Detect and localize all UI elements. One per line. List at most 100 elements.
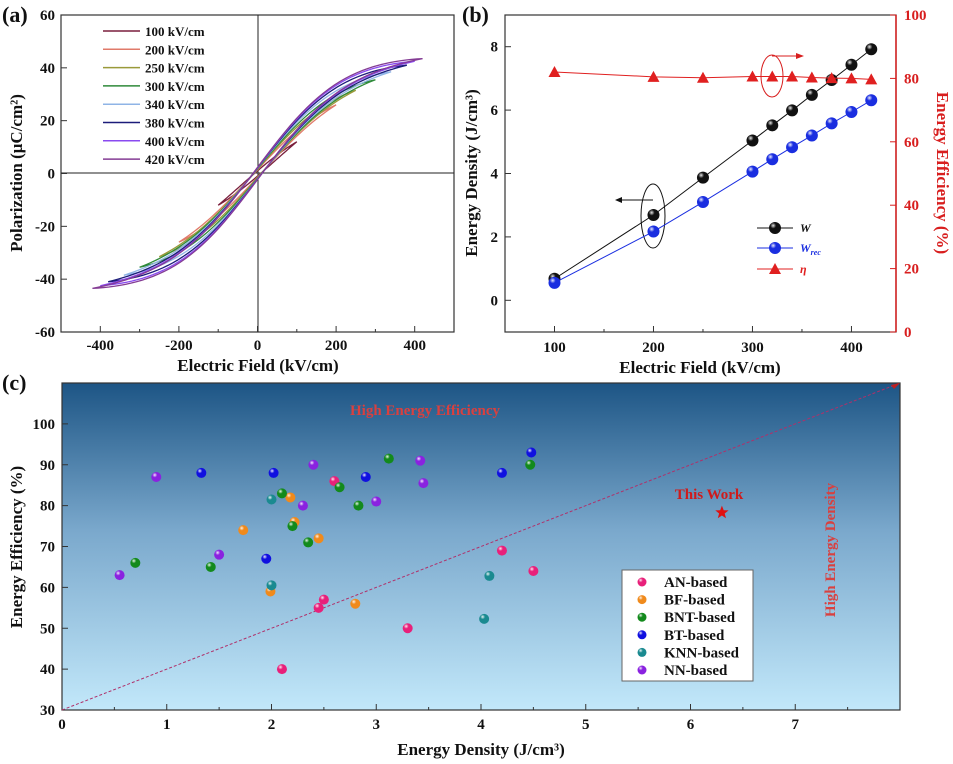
- data-point-0-highlight: [696, 171, 709, 184]
- legend-label-knn-based: KNN-based: [664, 645, 740, 661]
- legend-label-main: η: [800, 262, 807, 276]
- legend-label-bf-based: BF-based: [664, 593, 726, 609]
- annotation-this-work: This Work: [675, 487, 744, 503]
- right-y-tick-label: 100: [904, 8, 927, 24]
- y-tick-label: 50: [40, 621, 55, 637]
- scatter-point-highlight: [268, 467, 279, 478]
- arrow-left-head: [615, 197, 622, 203]
- y-tick-label: 40: [40, 61, 55, 77]
- legend-label-main: W: [800, 221, 812, 235]
- legend-marker-highlight: [637, 665, 647, 675]
- pe-loop-200: [178, 104, 337, 243]
- data-point-1-highlight: [696, 196, 709, 209]
- data-point-1-highlight: [548, 276, 561, 289]
- legend-label-nn-based: NN-based: [664, 663, 728, 679]
- pe-loop-380: [107, 64, 408, 283]
- pe-loop-340: [123, 71, 392, 276]
- arrow-right-head: [796, 53, 804, 59]
- scatter-point-highlight: [313, 533, 324, 544]
- data-point-1-highlight: [786, 141, 799, 154]
- y-tick-label: -40: [35, 272, 55, 288]
- data-point-2: [696, 71, 709, 83]
- scatter-point-highlight: [402, 623, 413, 634]
- annotation-high-efficiency: High Energy Efficiency: [350, 403, 500, 419]
- scatter-point-highlight: [353, 500, 364, 511]
- legend-marker-0-highlight: [769, 222, 781, 234]
- y-tick-label: 2: [491, 230, 499, 246]
- legend-label-300: 300 kV/cm: [145, 79, 205, 94]
- scatter-point-highlight: [334, 482, 345, 493]
- series-line-0: [554, 48, 872, 280]
- scatter-point-highlight: [287, 521, 298, 532]
- y-tick-label: 4: [491, 167, 499, 183]
- scatter-point-highlight: [205, 561, 216, 572]
- ellipse-marker-left: [640, 183, 666, 249]
- scatter-point-highlight: [130, 557, 141, 568]
- y-tick-label: 20: [40, 114, 55, 130]
- x-tick-label: 1: [163, 717, 171, 733]
- scatter-point-highlight: [196, 467, 207, 478]
- legend-label-sub: rec: [811, 248, 822, 257]
- this-work-star-icon: [715, 505, 729, 519]
- scatter-point-highlight: [266, 494, 277, 505]
- x-tick-label: 7: [792, 717, 800, 733]
- x-tick-label: 3: [373, 717, 381, 733]
- legend-box: [621, 569, 754, 682]
- y-tick-label: 30: [40, 703, 55, 719]
- data-point-2: [825, 72, 838, 84]
- scatter-point-highlight: [525, 459, 536, 470]
- pe-loop-100: [217, 141, 298, 206]
- scatter-point-highlight: [313, 602, 324, 613]
- panel-label-c: (c): [2, 370, 26, 395]
- panel-label-b: (b): [462, 2, 489, 27]
- data-point-2: [766, 70, 779, 82]
- scatter-point-highlight: [276, 488, 287, 499]
- right-y-tick-label: 0: [904, 325, 912, 341]
- scatter-point-highlight: [350, 598, 361, 609]
- scatter-point-highlight: [528, 566, 539, 577]
- legend-label-200: 200 kV/cm: [145, 42, 205, 57]
- data-point-0-highlight: [845, 58, 858, 71]
- y-tick-label: 60: [40, 8, 55, 24]
- x-tick-label: 400: [840, 340, 863, 356]
- legend-label-0: W: [800, 221, 812, 235]
- y-tick-label: 100: [33, 417, 56, 433]
- scatter-point-highlight: [214, 549, 225, 560]
- series-line-2: [554, 71, 872, 80]
- x-tick-label: -200: [165, 338, 193, 354]
- x-tick-label: 400: [403, 338, 426, 354]
- legend-marker-highlight: [637, 595, 647, 605]
- scatter-point-highlight: [479, 613, 490, 624]
- data-point-1-highlight: [805, 129, 818, 142]
- x-tick-label: 100: [543, 340, 566, 356]
- legend-marker-highlight: [637, 612, 647, 622]
- legend-label-400: 400 kV/cm: [145, 134, 205, 149]
- data-point-2: [845, 72, 858, 84]
- scatter-point-highlight: [526, 447, 537, 458]
- series-line-1: [554, 99, 872, 284]
- legend-label-100: 100 kV/cm: [145, 24, 205, 39]
- y-axis-title: Energy Density (J/cm³): [462, 89, 481, 257]
- y-tick-label: 70: [40, 540, 55, 556]
- scatter-point-highlight: [303, 537, 314, 548]
- y-tick-label: -60: [35, 325, 55, 341]
- scatter-point-highlight: [415, 455, 426, 466]
- right-y-axis-title: Energy Efficiency (%): [933, 92, 952, 254]
- scatter-point-highlight: [496, 467, 507, 478]
- x-axis-title: Energy Density (J/cm³): [397, 740, 565, 759]
- legend-label-420: 420 kV/cm: [145, 152, 205, 167]
- scatter-point-highlight: [297, 500, 308, 511]
- scatter-point-highlight: [360, 472, 371, 483]
- right-y-tick-label: 60: [904, 135, 919, 151]
- pe-loop-300: [139, 79, 376, 268]
- y-tick-label: 0: [491, 293, 499, 309]
- legend-label-2: η: [800, 262, 807, 276]
- scatter-point-highlight: [308, 459, 319, 470]
- y-tick-label: 60: [40, 580, 55, 596]
- scatter-point-highlight: [114, 570, 125, 581]
- x-axis-title: Electric Field (kV/cm): [619, 358, 780, 377]
- y-tick-label: 6: [491, 103, 499, 119]
- right-y-tick-label: 40: [904, 198, 919, 214]
- data-point-2: [548, 66, 561, 78]
- data-point-0-highlight: [647, 209, 660, 222]
